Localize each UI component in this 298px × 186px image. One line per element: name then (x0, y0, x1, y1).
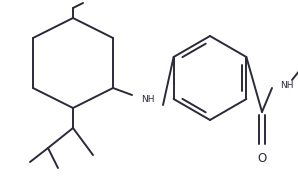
Text: O: O (257, 152, 267, 165)
Text: NH: NH (280, 81, 294, 89)
Text: NH: NH (141, 95, 155, 105)
